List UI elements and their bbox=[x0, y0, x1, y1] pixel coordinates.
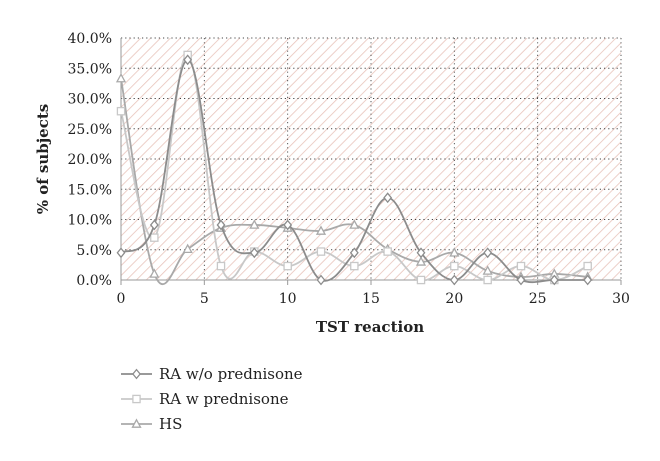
data-point-diamond bbox=[316, 274, 326, 286]
x-tick-label: 5 bbox=[200, 291, 209, 307]
y-tick-label: 10.0% bbox=[68, 213, 112, 229]
gridlines bbox=[121, 37, 622, 280]
legend: RA w/o prednisone RA w prednisone HS bbox=[121, 365, 303, 433]
data-point-triangle bbox=[415, 256, 427, 266]
data-point-triangle bbox=[449, 247, 460, 257]
data-point-diamond bbox=[349, 247, 359, 259]
data-point-square bbox=[350, 261, 359, 271]
legend-label: HS bbox=[159, 415, 182, 433]
y-tick-label: 30.0% bbox=[68, 92, 112, 108]
data-point-square bbox=[383, 247, 392, 256]
y-axis-title: % of subjects bbox=[34, 104, 52, 214]
data-point-diamond bbox=[283, 219, 293, 231]
x-tick-label: 15 bbox=[362, 291, 380, 307]
data-point-square bbox=[283, 261, 292, 271]
legend-item-ra_w: RA w prednisone bbox=[121, 390, 289, 408]
data-point-diamond bbox=[183, 54, 193, 66]
data-point-triangle bbox=[149, 268, 160, 278]
data-point-triangle bbox=[115, 72, 127, 83]
data-point-triangle bbox=[249, 219, 260, 229]
y-tick-label: 5.0% bbox=[76, 243, 112, 259]
series-group bbox=[115, 50, 593, 286]
x-axis-title: TST reaction bbox=[316, 318, 424, 336]
x-tick-label: 10 bbox=[279, 291, 297, 307]
data-point-square bbox=[516, 261, 526, 271]
legend-label: RA w prednisone bbox=[159, 390, 289, 408]
series-ra_wo bbox=[116, 54, 593, 286]
y-tick-label: 15.0% bbox=[68, 182, 112, 198]
y-tick-label: 35.0% bbox=[68, 61, 112, 77]
data-point-square bbox=[483, 275, 492, 285]
x-tick-labels: 0 5 10 15 20 25 30 bbox=[117, 291, 630, 307]
y-tick-labels: 0.0% 5.0% 10.0% 15.0% 20.0% 25.0% 30.0% 35.0% 40… bbox=[68, 31, 112, 289]
data-point-diamond bbox=[149, 219, 159, 231]
data-point-diamond bbox=[416, 247, 426, 259]
series-line-hs bbox=[120, 78, 588, 285]
data-point-triangle bbox=[349, 219, 360, 229]
x-tick-label: 20 bbox=[445, 291, 463, 307]
data-point-diamond bbox=[583, 274, 593, 286]
y-tick-label: 25.0% bbox=[68, 122, 112, 138]
legend-label: RA w/o prednisone bbox=[159, 365, 303, 383]
data-point-diamond bbox=[383, 192, 393, 204]
data-point-diamond bbox=[483, 247, 493, 259]
legend-item-hs: HS bbox=[121, 415, 182, 433]
data-point-square bbox=[116, 106, 126, 116]
legend-marker-triangle bbox=[131, 418, 142, 428]
data-point-triangle bbox=[182, 243, 193, 253]
y-tick-label: 40.0% bbox=[68, 31, 112, 47]
data-point-diamond bbox=[116, 247, 126, 259]
x-tick-label: 30 bbox=[612, 291, 630, 307]
data-point-square bbox=[216, 261, 226, 271]
data-point-square bbox=[150, 233, 159, 242]
y-tick-label: 20.0% bbox=[68, 152, 112, 168]
data-point-diamond bbox=[249, 247, 259, 259]
y-tick-label: 0.0% bbox=[76, 273, 112, 289]
data-point-diamond bbox=[516, 274, 526, 286]
legend-item-ra_wo: RA w/o prednisone bbox=[121, 365, 303, 383]
data-point-diamond bbox=[216, 219, 226, 231]
data-point-square bbox=[583, 261, 592, 271]
data-point-triangle bbox=[482, 265, 493, 275]
data-point-diamond bbox=[449, 274, 459, 286]
legend-marker-square bbox=[132, 394, 141, 404]
x-tick-label: 25 bbox=[529, 291, 547, 307]
legend-marker-diamond bbox=[132, 368, 141, 380]
data-point-triangle bbox=[315, 225, 327, 235]
data-point-diamond bbox=[549, 274, 559, 286]
x-tick-label: 0 bbox=[117, 291, 126, 307]
data-point-square bbox=[316, 247, 326, 256]
data-point-square bbox=[416, 275, 426, 285]
data-point-square bbox=[450, 261, 459, 271]
